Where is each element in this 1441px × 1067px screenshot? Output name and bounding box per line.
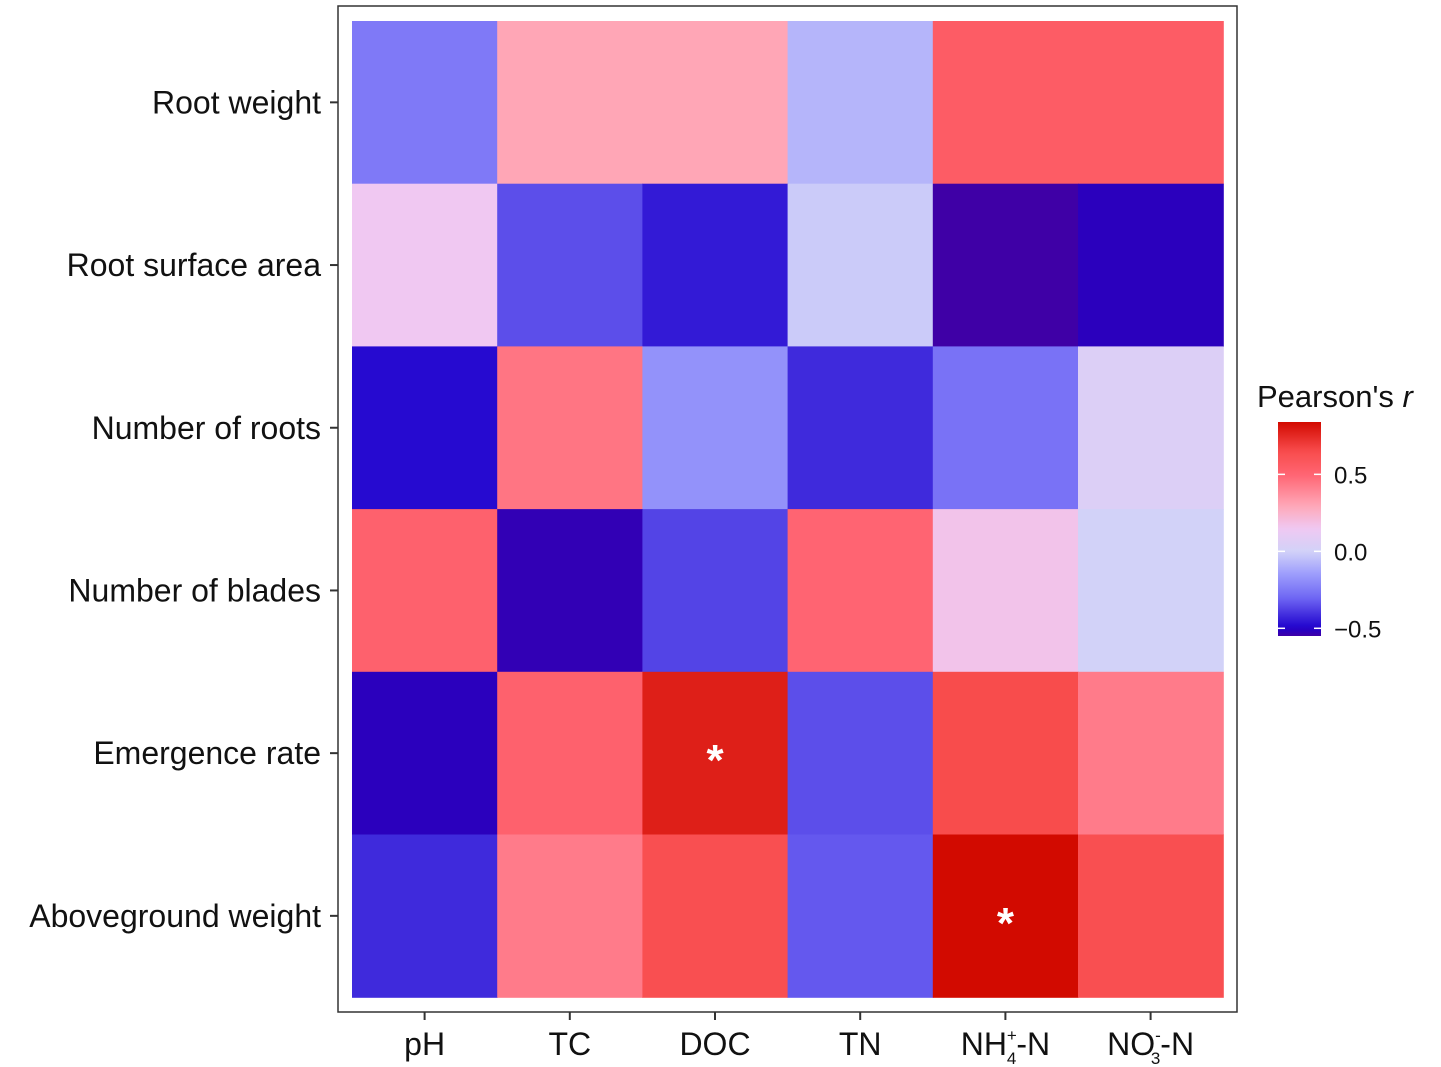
heatmap-cell (642, 346, 789, 510)
color-legend: Pearson's r 0.5 0.0 −0.5 (1257, 379, 1415, 643)
heatmap-cell (352, 509, 498, 673)
heatmap-cell (1078, 183, 1224, 347)
legend-tick-label: 0.5 (1334, 462, 1367, 489)
x-tick-label: NO-3-N (1107, 1026, 1194, 1067)
legend-tick-label: 0.0 (1334, 539, 1367, 566)
heatmap-cell (932, 834, 1079, 998)
heatmap-cell (787, 671, 934, 836)
heatmap-cell (932, 183, 1079, 347)
heatmap-cell (787, 834, 934, 998)
heatmap-cell (352, 671, 498, 836)
heatmap-tiles: ** (352, 21, 1224, 998)
heatmap-cell (1078, 671, 1224, 836)
x-tick-label: NH+ 4-N (961, 1026, 1050, 1067)
heatmap-cell (1078, 346, 1224, 510)
heatmap-cell (1078, 834, 1224, 998)
legend-tick-label: −0.5 (1334, 616, 1381, 643)
heatmap-cell (352, 21, 498, 185)
y-tick-label: Number of blades (68, 572, 321, 608)
x-tick-label: TN (839, 1026, 882, 1062)
heatmap-cell (932, 671, 1079, 836)
legend-title: Pearson's r (1257, 379, 1415, 414)
legend-colorbar (1278, 422, 1321, 636)
heatmap-cell (352, 834, 498, 998)
heatmap-cell (497, 21, 643, 185)
heatmap-cell (352, 183, 498, 347)
heatmap-cell (497, 183, 643, 347)
significance-marker: * (706, 736, 724, 785)
x-tick-label: DOC (679, 1026, 750, 1062)
heatmap-cell (642, 671, 789, 836)
heatmap-cell (787, 183, 934, 347)
heatmap-cell (642, 509, 789, 673)
y-axis: Root weight Root surface area Number of ro… (29, 84, 338, 934)
x-axis: pH TC DOC TN NH+ 4-N NO-3-N (404, 1012, 1194, 1067)
heatmap-cell (642, 183, 789, 347)
y-tick-label: Aboveground weight (29, 898, 321, 934)
significance-marker: * (997, 899, 1015, 948)
heatmap-cell (497, 509, 643, 673)
heatmap-cell (497, 346, 643, 510)
y-tick-label: Root weight (152, 84, 321, 120)
y-tick-label: Root surface area (67, 247, 322, 283)
heatmap-cell (1078, 21, 1224, 185)
panel-border (337, 5, 1238, 1013)
x-tick-label: pH (404, 1026, 445, 1062)
heatmap-cell (787, 21, 934, 185)
y-tick-label: Emergence rate (93, 735, 321, 771)
heatmap-cell (787, 509, 934, 673)
x-tick-label: TC (548, 1026, 591, 1062)
heatmap-cell (497, 671, 643, 836)
heatmap-cell (642, 834, 789, 998)
heatmap-cell (352, 346, 498, 510)
heatmap-cell (932, 509, 1079, 673)
heatmap-cell (1078, 509, 1224, 673)
heatmap-cell (932, 21, 1079, 185)
heatmap-cell (932, 346, 1079, 510)
y-tick-label: Number of roots (92, 410, 321, 446)
heatmap-cell (642, 21, 789, 185)
heatmap-cell (497, 834, 643, 998)
heatmap-cell (787, 346, 934, 510)
